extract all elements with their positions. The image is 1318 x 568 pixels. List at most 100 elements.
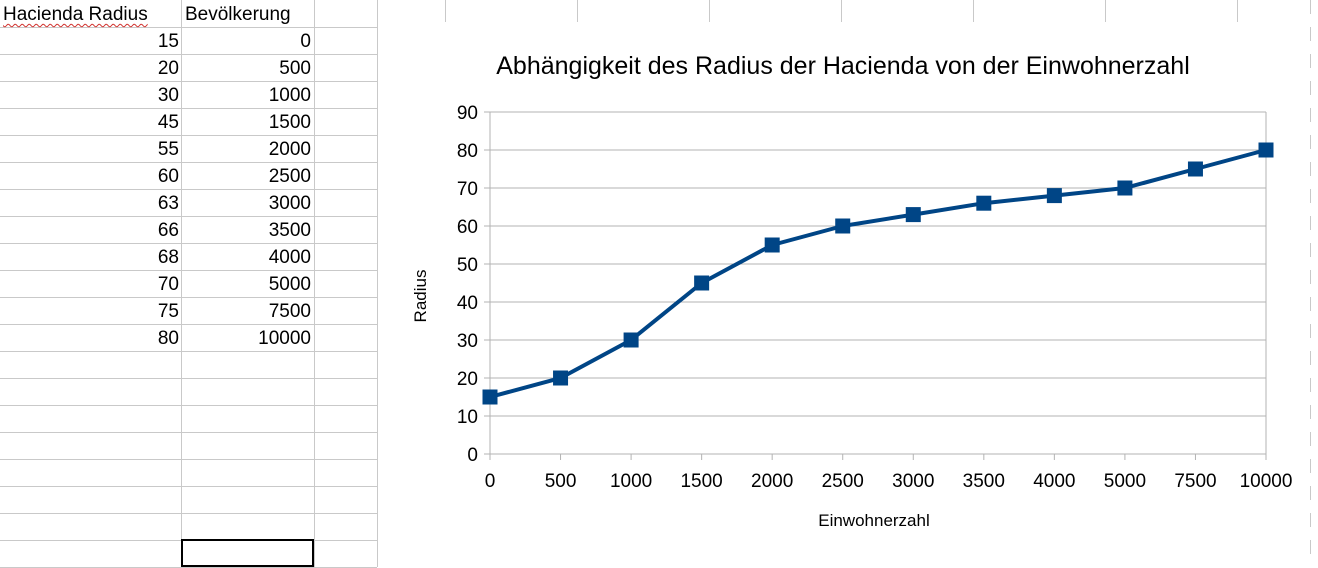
column-gridline [709,0,710,22]
column-gridline [1310,243,1311,257]
column-gridline [1310,513,1311,527]
row-gridline [0,324,377,325]
y-tick-label: 80 [457,141,478,162]
data-point-marker [553,370,569,386]
column-gridline [1310,0,1311,14]
column-gridline [1310,405,1311,419]
row-gridline [0,351,377,352]
row-gridline [0,513,377,514]
data-point-marker [1258,142,1274,158]
y-tick-label: 70 [457,179,478,200]
y-tick-label: 90 [457,103,478,124]
column-gridline [445,0,446,22]
header-cell-hacienda-radius[interactable]: Hacienda Radius [3,1,179,28]
cell-population[interactable]: 4000 [268,247,311,268]
row-gridline [0,270,377,271]
column-gridline [1310,324,1311,338]
column-gridline [1310,378,1311,392]
column-gridline [1310,459,1311,473]
cell-radius[interactable]: 30 [157,85,179,106]
row-gridline [0,108,377,109]
x-tick-label: 2000 [751,471,793,492]
cell-radius[interactable]: 63 [157,193,179,214]
cell-radius[interactable]: 80 [157,328,179,349]
chart-title: Abhängigkeit des Radius der Hacienda von… [496,52,1190,80]
y-tick-label: 60 [457,217,478,238]
x-tick-label: 4000 [1033,471,1075,492]
row-gridline [0,459,377,460]
x-tick-label: 1500 [680,471,722,492]
x-tick-label: 1000 [610,471,652,492]
x-tick-label: 3000 [892,471,934,492]
data-point-marker [1187,161,1203,177]
cell-radius[interactable]: 20 [157,58,179,79]
cell-population[interactable]: 5000 [268,274,311,295]
data-point-marker [764,237,780,253]
row-gridline [0,216,377,217]
y-tick-label: 30 [457,331,478,352]
column-gridline [1310,216,1311,230]
x-axis-label: Einwohnerzahl [818,511,930,530]
cell-population[interactable]: 2000 [268,139,311,160]
cell-radius[interactable]: 60 [157,166,179,187]
cell-population[interactable]: 2500 [268,166,311,187]
cell-radius[interactable]: 15 [157,31,179,52]
x-tick-label: 10000 [1240,471,1293,492]
column-gridline [1105,0,1106,22]
row-gridline [0,486,377,487]
selected-cell[interactable] [181,539,314,567]
column-gridline [377,0,378,567]
x-tick-label: 2500 [822,471,864,492]
cell-radius[interactable]: 70 [157,274,179,295]
row-gridline [0,378,377,379]
cell-radius[interactable]: 75 [157,301,179,322]
data-point-marker [1117,180,1133,196]
row-gridline [0,54,377,55]
column-gridline [1310,189,1311,203]
cell-population[interactable]: 1500 [268,112,311,133]
column-gridline [1310,540,1311,554]
cell-population[interactable]: 0 [300,31,311,52]
y-tick-label: 0 [467,445,478,466]
row-gridline [0,27,377,28]
cell-population[interactable]: 1000 [268,85,311,106]
row-gridline [0,432,377,433]
column-gridline [1310,162,1311,176]
column-gridline [1310,108,1311,122]
row-gridline [0,189,377,190]
y-tick-label: 50 [457,255,478,276]
row-gridline [0,81,377,82]
cell-radius[interactable]: 55 [157,139,179,160]
data-point-marker [482,389,498,405]
row-gridline [0,243,377,244]
cell-population[interactable]: 7500 [268,301,311,322]
column-gridline [1310,351,1311,365]
cell-population[interactable]: 500 [279,58,311,79]
cell-radius[interactable]: 45 [157,112,179,133]
header-cell-bevoelkerung[interactable]: Bevölkerung [185,4,291,25]
data-point-marker [623,332,639,348]
x-tick-label: 0 [485,471,496,492]
column-gridline [1310,27,1311,41]
cell-radius[interactable]: 68 [157,247,179,268]
column-gridline [973,0,974,22]
column-gridline [577,0,578,22]
column-gridline [841,0,842,22]
cell-population[interactable]: 3500 [268,220,311,241]
column-gridline [1310,486,1311,500]
data-point-marker [905,207,921,223]
column-gridline [1310,54,1311,68]
column-gridline [1310,270,1311,284]
cell-population[interactable]: 3000 [268,193,311,214]
data-point-marker [976,195,992,211]
data-point-marker [1046,188,1062,204]
column-gridline [181,0,182,567]
row-gridline [0,135,377,136]
header-label: Hacienda Radius [3,4,148,25]
cell-population[interactable]: 10000 [258,328,311,349]
cell-radius[interactable]: 66 [157,220,179,241]
row-gridline [0,297,377,298]
column-gridline [314,0,315,567]
x-tick-label: 500 [545,471,577,492]
